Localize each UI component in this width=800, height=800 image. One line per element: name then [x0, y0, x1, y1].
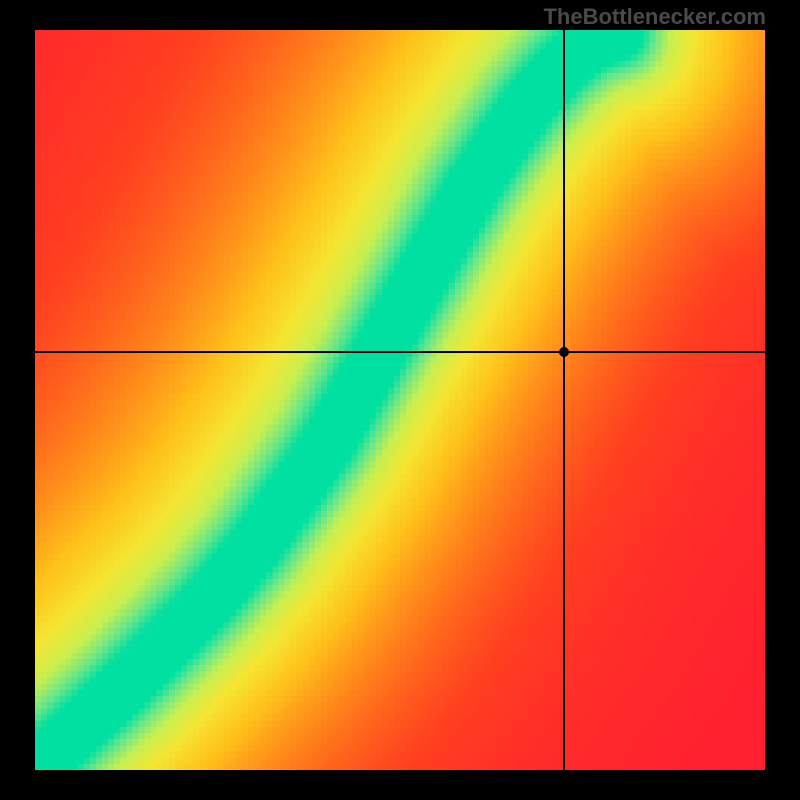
bottleneck-heatmap — [35, 30, 765, 770]
crosshair-horizontal — [35, 351, 765, 353]
crosshair-vertical — [563, 30, 565, 770]
watermark-text: TheBottlenecker.com — [543, 4, 766, 30]
selection-marker[interactable] — [559, 347, 569, 357]
